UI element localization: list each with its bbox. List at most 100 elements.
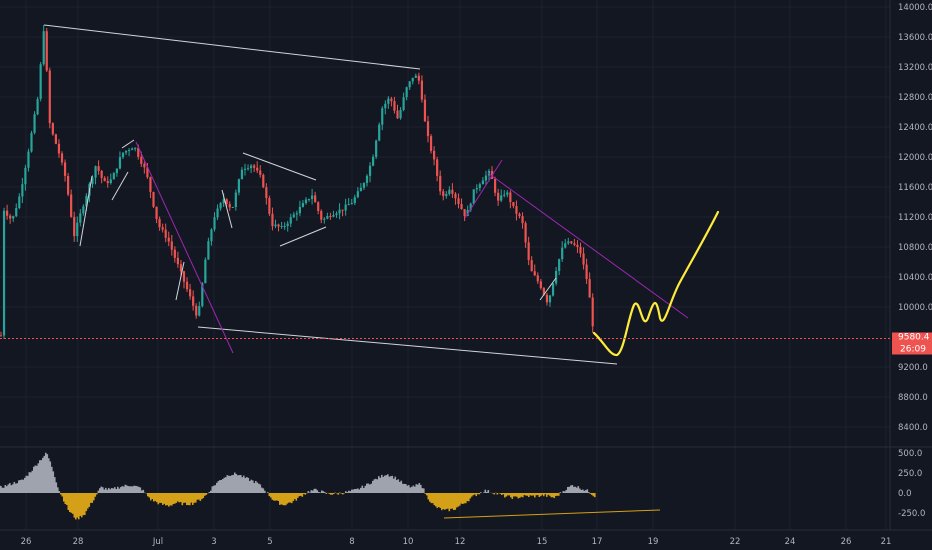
indicator-bar [159, 493, 161, 503]
indicator-bar [76, 493, 79, 518]
indicator-bar [432, 493, 434, 504]
indicator-bar [397, 479, 400, 493]
candle [73, 211, 76, 242]
indicator-bar [54, 477, 56, 493]
indicator-bar [291, 493, 293, 504]
candle [420, 75, 423, 103]
triangle-top-line[interactable] [242, 152, 317, 181]
descending-trend-line-left[interactable] [135, 141, 234, 354]
indicator-bar [37, 463, 40, 493]
indicator-bar [171, 493, 173, 506]
price-tick-label: 14000.0 [898, 3, 932, 13]
indicator-bar [537, 493, 539, 496]
candle [30, 130, 33, 153]
indicator-bar [502, 493, 505, 495]
candle [548, 294, 552, 307]
candle [289, 213, 292, 228]
candle [567, 237, 570, 245]
candle [332, 210, 335, 218]
candle [304, 197, 308, 205]
indicator-bar [168, 493, 170, 507]
indicator-bar [519, 493, 521, 498]
candle [109, 173, 112, 185]
indicator-bar [379, 477, 382, 493]
flag-line-3[interactable] [79, 175, 93, 247]
time-scale[interactable]: 26 28 Jul 3 5 8 10 12 15 17 19 22 24 26 21 [21, 537, 892, 547]
indicator-bar [508, 493, 511, 496]
candle [454, 192, 457, 205]
descending-trend-line-right[interactable] [487, 172, 689, 319]
candle [436, 156, 439, 182]
flag-line-5[interactable] [221, 189, 233, 229]
indicator-bar [565, 489, 568, 493]
flag-line-6[interactable] [539, 277, 557, 301]
price-scale[interactable]: 14000.0 13600.0 13200.0 12800.0 12400.0 12000… [898, 3, 932, 433]
indicator-bar [75, 493, 77, 520]
flag-line-2[interactable] [111, 171, 129, 201]
indicator-bar [426, 493, 428, 496]
indicator-bar [258, 483, 260, 493]
candle [204, 257, 207, 284]
indicator-bar [346, 492, 349, 493]
indicator-bar [153, 493, 155, 502]
indicator-bar [19, 480, 22, 493]
indicator-bar [504, 493, 506, 498]
candle [463, 209, 466, 222]
candle [149, 176, 152, 199]
channel-top-line[interactable] [43, 24, 421, 70]
flag-line-1[interactable] [121, 139, 135, 149]
indicator-bar [295, 493, 298, 501]
candle [323, 217, 326, 224]
indicator-bar [151, 493, 154, 500]
indicator-trend-line[interactable] [443, 509, 661, 519]
candle [591, 293, 594, 333]
price-tick-label: 11600.0 [898, 183, 932, 193]
rising-trend-line-right[interactable] [464, 159, 503, 219]
indicator-bar [0, 485, 2, 493]
indicator-bar [97, 490, 100, 493]
indicator-bar [315, 488, 317, 493]
indicator-bar [211, 486, 214, 493]
indicator-scale[interactable]: 500.0 250.0 0.0 -250.0 [898, 449, 925, 519]
indicator-bar [360, 487, 362, 493]
flag-line-4[interactable] [175, 261, 185, 301]
indicator-bar [40, 460, 43, 493]
indicator-bar [9, 483, 11, 493]
candle [582, 247, 585, 270]
candle [475, 184, 478, 194]
indicator-bar [418, 483, 421, 493]
candle [530, 256, 533, 272]
channel-bottom-line[interactable] [197, 326, 618, 365]
candle [497, 188, 500, 206]
candle [63, 159, 67, 182]
indicator-bar [286, 493, 289, 504]
indicator-bar [214, 485, 217, 493]
indicator-bar [63, 493, 65, 502]
candle [368, 162, 372, 183]
indicator-bar [157, 493, 160, 505]
indicator-bar [361, 485, 364, 493]
candle [124, 150, 128, 156]
candle [82, 204, 85, 216]
indicator-bar [288, 493, 290, 503]
projected-path-drawing[interactable] [592, 210, 720, 357]
indicator-bar [13, 481, 16, 493]
indicator-bar [507, 493, 509, 496]
indicator-bar [409, 487, 412, 493]
candle [359, 183, 362, 192]
drawing-layer[interactable] [43, 24, 720, 519]
candle [115, 168, 118, 177]
candle [21, 177, 24, 204]
indicator-bar [243, 475, 245, 493]
candle [121, 152, 125, 160]
candle [0, 331, 3, 337]
indicator-bar [69, 493, 71, 513]
indicator-bar [90, 493, 92, 503]
price-tick-label: 10000.0 [898, 303, 932, 313]
indicator-bar [235, 474, 238, 493]
indicator-bar [411, 486, 413, 493]
triangle-bottom-line[interactable] [279, 226, 327, 247]
candle [533, 264, 536, 277]
